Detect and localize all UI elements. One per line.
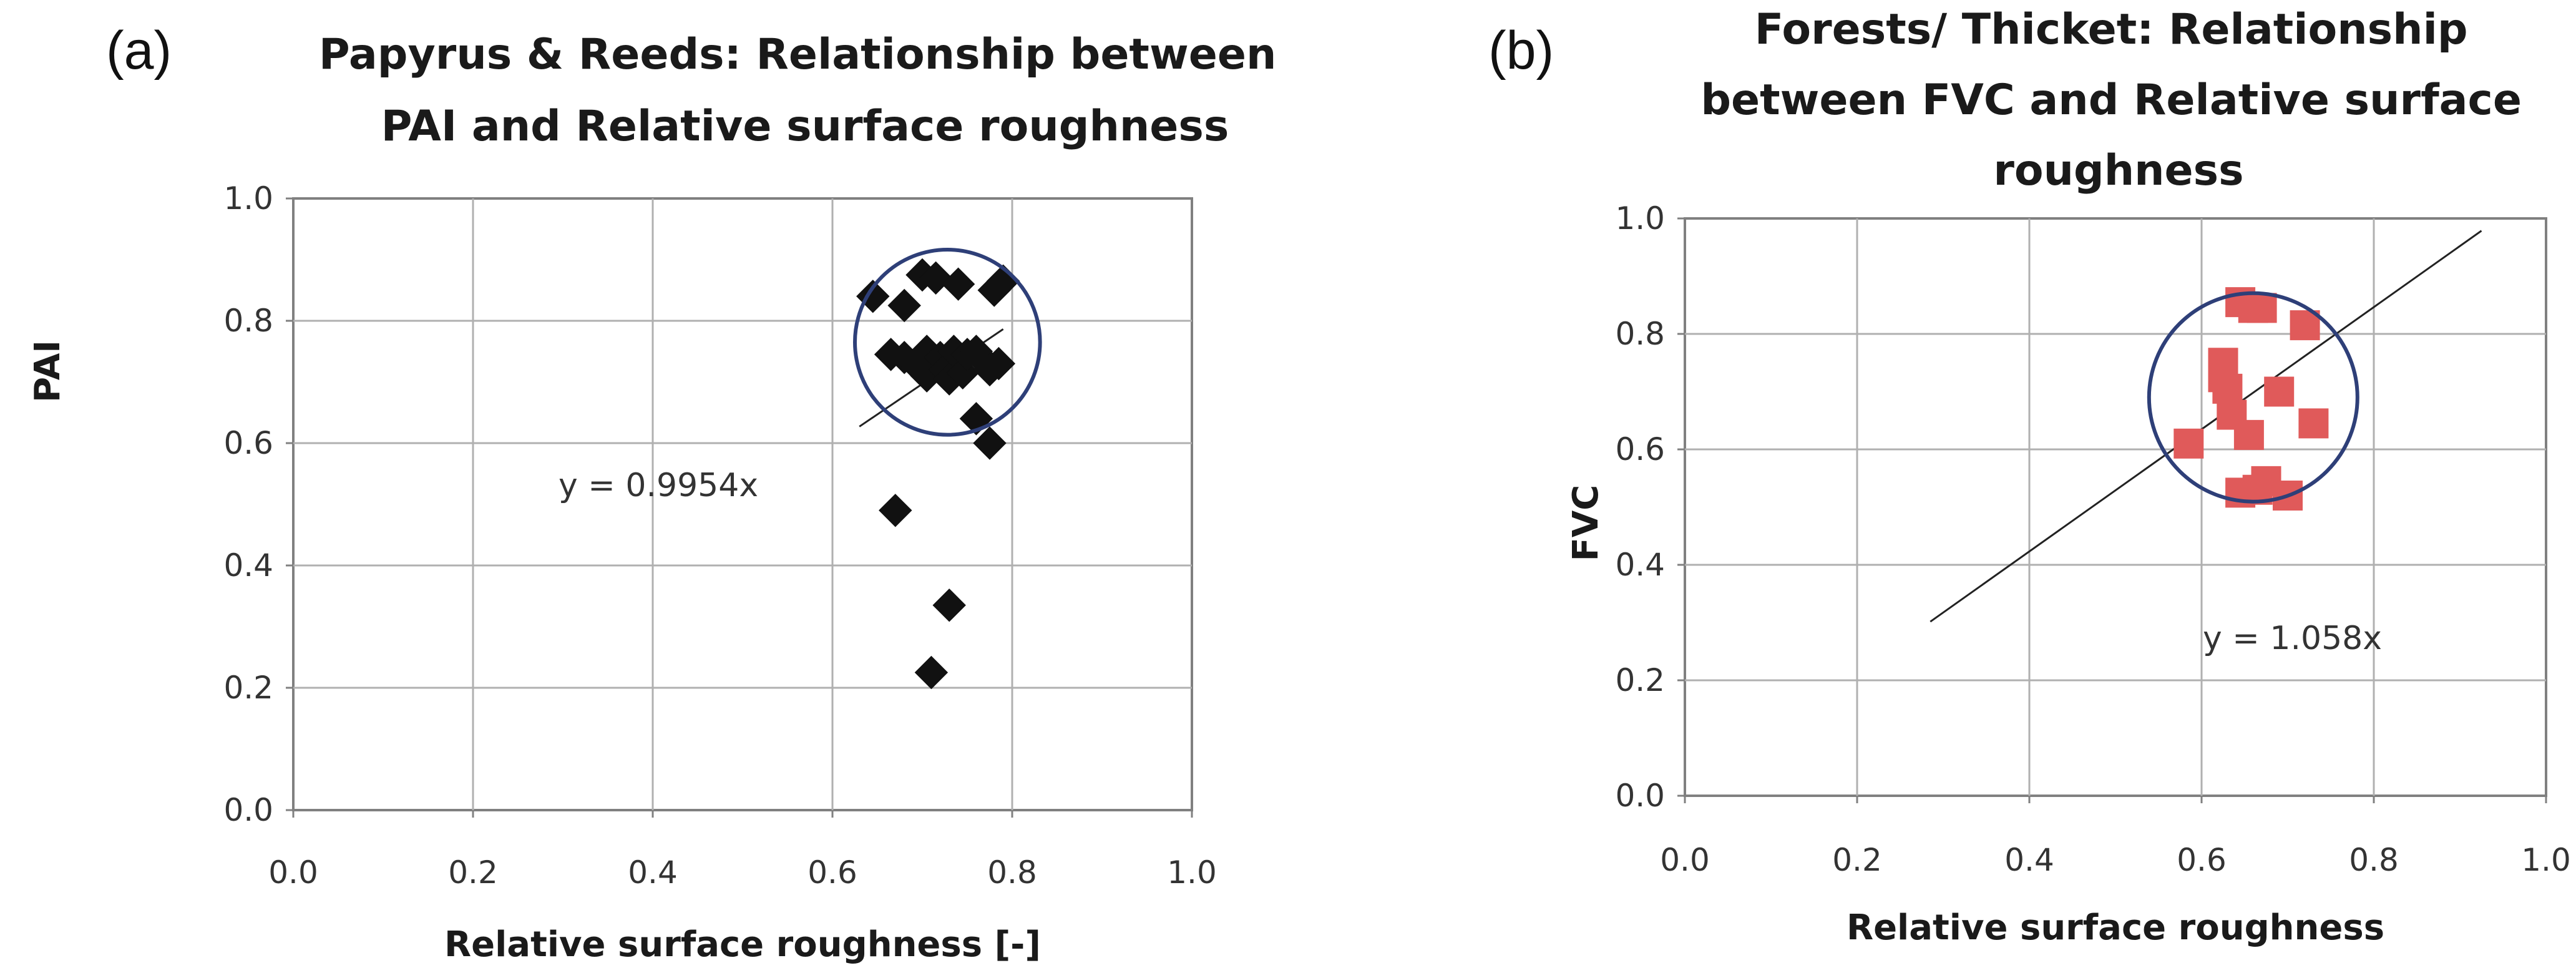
chart-b-x-tick-label: 0.2 [1832, 842, 1882, 878]
chart-a-equation-label: y = 0.9954x [559, 467, 758, 504]
chart-a-title-line-2: PAI and Relative surface roughness [381, 102, 1229, 151]
chart-a-plot-area [292, 197, 1193, 811]
chart-b-y-axis-label: FVC [1566, 485, 1606, 562]
chart-a-points [856, 258, 1020, 690]
chart-a-data-point [879, 494, 912, 527]
chart-b-y-tick-label: 0.6 [1615, 431, 1665, 467]
chart-a-title: Papyrus & Reeds: Relationship between PA… [319, 30, 1291, 151]
chart-b-x-tick-label: 0.6 [2177, 842, 2227, 878]
chart-a-y-tick-label: 1.0 [223, 180, 273, 217]
chart-a-gridlines [293, 198, 1192, 810]
chart-a-x-tick-label: 1.0 [1167, 854, 1217, 891]
chart-a-y-tick-label: 0.8 [223, 303, 273, 339]
chart-a-data-point [887, 288, 921, 323]
chart-b-x-axis-label: Relative surface roughness [1847, 907, 2384, 948]
chart-a-data-point [941, 267, 975, 301]
chart-b-data-point [2247, 293, 2277, 323]
chart-b-title-line-1: Forests/ Thicket: Relationship [1755, 5, 2468, 54]
chart-b-y-tick-label: 0.0 [1615, 778, 1665, 814]
chart-b-data-point [2264, 376, 2295, 407]
chart-a-y-tick-label: 0.6 [223, 425, 273, 461]
chart-b-x-tick-label: 0.0 [1660, 842, 1710, 878]
chart-b-y-tick-label: 0.4 [1615, 547, 1665, 583]
chart-b-title-line-2: between FVC and Relative surface [1700, 76, 2522, 125]
chart-a-x-ticks: 0.0 0.2 0.4 0.6 0.8 1.0 [268, 810, 1217, 891]
chart-b-x-tick-label: 0.8 [2349, 842, 2399, 878]
chart-b-y-ticks: 0.0 0.2 0.4 0.6 0.8 1.0 [1615, 200, 1685, 814]
chart-a-x-tick-label: 0.0 [268, 854, 318, 891]
chart-b-x-tick-label: 0.4 [2004, 842, 2054, 878]
panel-label-a: (a) [106, 21, 172, 81]
chart-a-highlight-circle [853, 247, 1042, 437]
chart-b-data-point [2174, 428, 2204, 459]
chart-b-title: Forests/ Thicket: Relationship between F… [1700, 5, 2536, 195]
chart-a-x-tick-label: 0.2 [448, 854, 498, 891]
chart-b-circle-group [2147, 291, 2359, 504]
chart-b-data-point [2233, 419, 2264, 450]
chart-b-gridlines [1685, 218, 2546, 796]
chart-b-y-tick-label: 0.8 [1615, 316, 1665, 352]
chart-a-data-point [982, 346, 1016, 381]
chart-b-y-tick-label: 1.0 [1615, 200, 1665, 237]
chart-b-x-tick-label: 1.0 [2521, 842, 2571, 878]
chart-a-title-line-1: Papyrus & Reeds: Relationship between [319, 30, 1277, 79]
panel-label-b: (b) [1488, 21, 1554, 81]
chart-a-x-tick-label: 0.6 [807, 854, 857, 891]
chart-b-data-point [2298, 408, 2329, 439]
chart-a-data-point [914, 655, 949, 690]
chart-a-x-tick-label: 0.4 [628, 854, 678, 891]
chart-a-y-tick-label: 0.2 [223, 670, 273, 706]
chart-a-y-axis-label: PAI [27, 340, 68, 403]
chart-a-y-tick-label: 0.0 [223, 792, 273, 828]
chart-b-highlight-circle [2147, 291, 2359, 504]
chart-b-data-point [2212, 373, 2243, 404]
chart-b-title-line-3: roughness [1993, 146, 2243, 195]
chart-b-points [2174, 287, 2329, 511]
chart-b-y-tick-label: 0.2 [1615, 662, 1665, 698]
chart-b-trendline-group [1930, 230, 2482, 623]
chart-a-x-axis-label: Relative surface roughness [-] [444, 924, 1041, 965]
chart-b-plot-area [1684, 217, 2547, 797]
chart-a-data-point [973, 426, 1007, 460]
chart-a-y-ticks: 0.0 0.2 0.4 0.6 0.8 1.0 [223, 180, 293, 828]
chart-b-x-ticks: 0.0 0.2 0.4 0.6 0.8 1.0 [1660, 796, 2571, 878]
chart-panel-b: (b) Forests/ Thicket: Relationship betwe… [1488, 5, 2571, 948]
chart-panel-a: (a) Papyrus & Reeds: Relationship betwee… [27, 21, 1291, 965]
chart-b-equation-label: y = 1.058x [2203, 620, 2382, 657]
chart-a-data-point [932, 588, 966, 622]
chart-a-y-tick-label: 0.4 [223, 547, 273, 584]
chart-a-x-tick-label: 0.8 [987, 854, 1037, 891]
chart-b-trendline [1930, 230, 2482, 623]
chart-a-circle-group [853, 247, 1042, 437]
